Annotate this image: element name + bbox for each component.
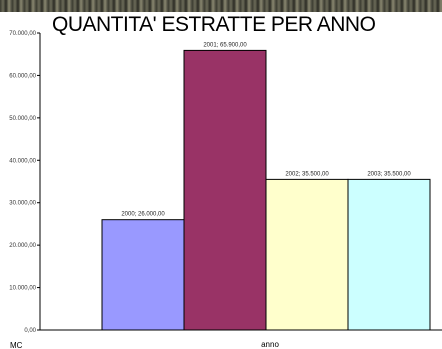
data-label-2002: 2002; 35.500,00 — [285, 171, 329, 177]
bar-2000 — [101, 219, 185, 331]
y-tick-label: 40.000,00 — [9, 158, 36, 164]
data-label-2000: 2000; 26.000,00 — [121, 212, 165, 218]
y-axis-ticks: 0,00 10.000,00 20.000,00 30.000,00 40.000,00… — [9, 31, 40, 334]
data-labels: 2000; 26.000,00 2001; 65.900,00 2002; 35.5… — [121, 42, 411, 217]
y-tick-label: 20.000,00 — [9, 243, 36, 249]
y-tick-label: 0,00 — [24, 328, 36, 334]
bar-2002 — [265, 178, 349, 331]
y-tick-label: 50.000,00 — [9, 116, 36, 122]
bar-2003 — [347, 178, 431, 331]
x-axis-label: anno — [261, 340, 279, 349]
bar-2001 — [183, 49, 267, 331]
y-tick-label: 10.000,00 — [9, 286, 36, 292]
bars — [101, 49, 431, 331]
data-label-2003: 2003; 35.500,00 — [367, 171, 411, 177]
header-photo-strip — [0, 0, 442, 12]
chart-title: QUANTITA' ESTRATTE PER ANNO — [52, 13, 376, 36]
data-label-2001: 2001; 65.900,00 — [203, 42, 247, 48]
y-axis-unit-label: MC — [10, 341, 23, 349]
y-tick-label: 70.000,00 — [9, 31, 36, 37]
y-tick-label: 30.000,00 — [9, 201, 36, 207]
y-tick-label: 60.000,00 — [9, 73, 36, 79]
